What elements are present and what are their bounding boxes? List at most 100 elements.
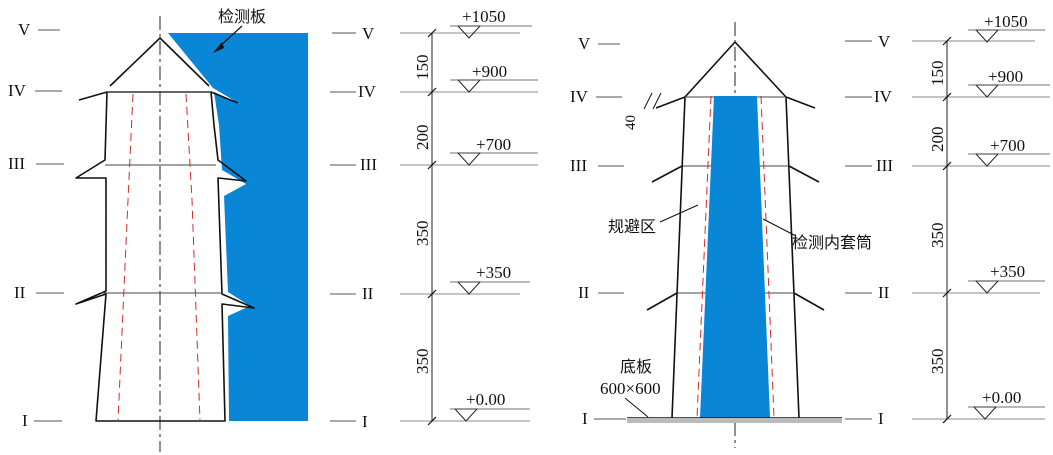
- right-dim-tick-2: [942, 92, 952, 102]
- right-elev-350: +350: [990, 262, 1025, 281]
- right-label-avoid-zone: 规避区: [608, 217, 656, 236]
- right-tower-right-side: [785, 96, 800, 419]
- right-eave-iv-left: [655, 96, 686, 109]
- left-level-v-left: V: [18, 20, 31, 39]
- right-dim-350-upper: 350: [928, 223, 947, 249]
- detection-sleeve: [700, 96, 770, 418]
- detection-panel: [168, 33, 308, 421]
- left-level-ii-left: II: [14, 283, 26, 302]
- right-dim-tick-3: [942, 161, 952, 171]
- left-dim-tick-5: [427, 416, 437, 426]
- right-dim-350-lower: 350: [928, 349, 947, 375]
- left-eave-iv-left: [78, 91, 108, 101]
- right-dim-200: 200: [928, 127, 947, 153]
- right-dim-40-tick-1: [643, 92, 653, 110]
- left-level-iii-left: III: [8, 154, 25, 173]
- left-elev-triangle-1050: [456, 25, 482, 39]
- right-diagram: 规避区 检测内套筒 底板 600×600 40 V IV III II I V: [570, 12, 1050, 448]
- right-dim-40: 40: [623, 115, 639, 130]
- right-elev-900: +900: [988, 67, 1023, 86]
- left-dim-350-upper: 350: [413, 221, 432, 247]
- left-elev-triangle-700: [456, 152, 482, 166]
- right-elev-triangle-900: [974, 84, 1000, 98]
- left-eave-iv-right: [210, 91, 239, 104]
- right-red-dashed-right: [760, 95, 775, 419]
- right-level-i-right: I: [878, 409, 884, 428]
- right-level-iii-left: III: [570, 156, 587, 175]
- left-annotation-label: 检测板: [218, 7, 266, 26]
- right-level-v-right: V: [878, 32, 891, 51]
- right-label-avoid-leader: [659, 204, 699, 223]
- right-level-iv-left: IV: [570, 87, 589, 106]
- left-diagram: 检测板 V IV III II I V IV III II I: [8, 7, 538, 452]
- right-elev-700: +700: [990, 136, 1025, 155]
- right-level-marks-left: V IV III II I: [570, 34, 626, 428]
- left-dim-tick-4: [427, 289, 437, 299]
- right-eave-iv-right: [785, 96, 816, 109]
- left-dim-tick-1: [427, 28, 437, 38]
- left-level-i-left: I: [22, 411, 28, 430]
- right-elevation-markers: +1050 +900 +700 +350 +0.00: [968, 12, 1050, 420]
- right-level-v-left: V: [578, 34, 591, 53]
- right-level-ii-right: II: [878, 283, 890, 302]
- left-dim-350-lower: 350: [413, 349, 432, 375]
- left-elev-700: +700: [476, 135, 511, 154]
- right-red-dashed-left: [696, 95, 712, 419]
- left-tower-outline: [75, 91, 255, 422]
- left-dim-tick-3: [427, 160, 437, 170]
- left-dim-200: 200: [413, 125, 432, 151]
- left-annotation-arrowhead: [213, 42, 224, 53]
- right-label-base-1: 底板: [620, 357, 652, 376]
- right-ground-hatch: [627, 418, 842, 423]
- left-elev-900: +900: [472, 62, 507, 81]
- left-elevation-markers: +1050 +900 +700 +350 +0.00: [450, 7, 538, 422]
- left-elev-triangle-350: [456, 281, 482, 295]
- right-dim-40-tick-2: [652, 92, 662, 110]
- right-dim-tick-4: [942, 288, 952, 298]
- left-level-i-right: I: [362, 412, 368, 431]
- left-level-iv-right: IV: [358, 82, 377, 101]
- right-roof: [684, 40, 787, 98]
- left-elev-1050: +1050: [462, 7, 506, 26]
- right-level-ii-left: II: [578, 283, 590, 302]
- right-eave-ii-right: [793, 292, 825, 311]
- right-dim-tick-5: [942, 414, 952, 424]
- left-level-marks-left: V IV III II I: [8, 20, 64, 430]
- left-level-ii-right: II: [362, 284, 374, 303]
- right-eave-iii-right: [788, 165, 820, 183]
- right-label-base-leader: [624, 397, 649, 418]
- right-label-base-2: 600×600: [600, 379, 661, 398]
- left-level-marks-right: V IV III II I: [330, 24, 377, 431]
- left-elev-triangle-900: [456, 79, 482, 93]
- left-dim-tick-2: [427, 87, 437, 97]
- left-level-iii-right: III: [360, 155, 377, 174]
- left-roof: [109, 36, 210, 87]
- right-level-iii-right: III: [876, 156, 893, 175]
- right-elev-triangle-700: [974, 153, 1000, 167]
- left-red-dashed-left: [117, 93, 134, 422]
- left-red-dashed-right: [185, 93, 201, 422]
- right-tower-left-side: [671, 96, 686, 419]
- right-elev-triangle-0: [972, 406, 998, 420]
- right-elev-0: +0.00: [982, 388, 1021, 407]
- left-elev-350: +350: [476, 263, 511, 282]
- right-level-marks-right: V IV III II I: [845, 32, 893, 428]
- right-elev-triangle-1050: [974, 29, 1000, 43]
- right-dim-tick-1: [942, 36, 952, 46]
- right-level-iv-right: IV: [874, 87, 893, 106]
- right-eave-iii-left: [651, 165, 683, 183]
- right-label-sleeve-leader: [762, 218, 797, 237]
- left-dim-150: 150: [413, 55, 432, 81]
- left-elev-0: +0.00: [466, 390, 505, 409]
- right-dim-150: 150: [928, 61, 947, 87]
- right-elev-1050: +1050: [984, 12, 1028, 31]
- left-level-iv-left: IV: [8, 81, 27, 100]
- left-dimension-chain: 150 200 350 350: [400, 28, 538, 426]
- left-elev-triangle-0: [453, 408, 479, 422]
- left-level-v-right: V: [362, 24, 375, 43]
- right-eave-ii-left: [646, 292, 678, 311]
- right-label-sleeve: 检测内套筒: [792, 233, 872, 252]
- right-dimension-chain: 150 200 350 350: [912, 36, 1050, 424]
- right-elev-triangle-350: [974, 280, 1000, 294]
